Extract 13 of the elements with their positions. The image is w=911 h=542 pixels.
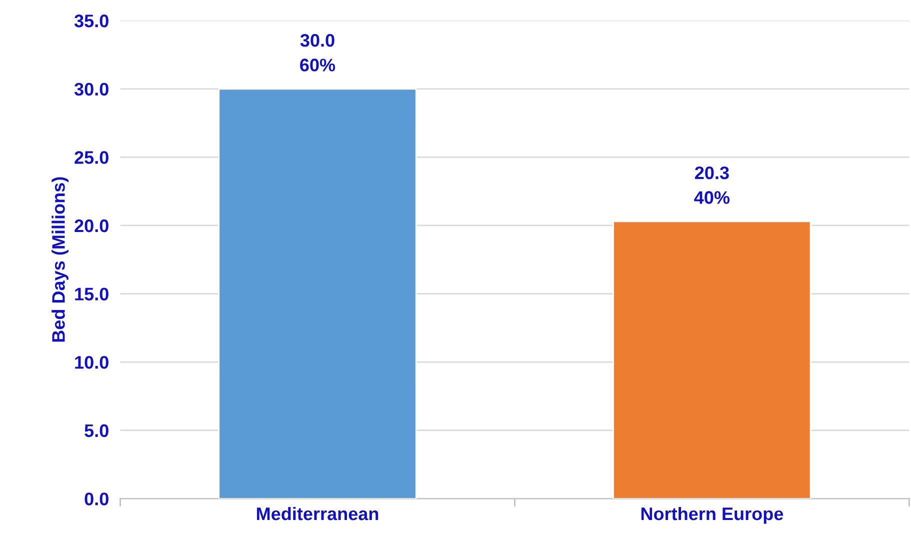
y-tick-label: 35.0 — [74, 14, 108, 28]
y-axis-title: Bed Days (Millions) — [52, 177, 68, 342]
y-tick-label: 30.0 — [74, 82, 108, 96]
y-tick-label: 20.0 — [74, 219, 108, 232]
y-tick-label: 15.0 — [75, 288, 108, 300]
data-label: 30.0 60% — [300, 34, 336, 72]
y-tick-label: 25.0 — [74, 151, 108, 164]
y-tick-label: 10.0 — [75, 356, 108, 369]
y-tick-label: 0.0 — [84, 492, 108, 506]
data-label: 20.3 40% — [694, 166, 730, 204]
x-tick-label: Mediterranean — [256, 506, 378, 520]
y-tick-label: 5.0 — [84, 424, 108, 438]
x-tick-label: Northern Europe — [641, 506, 784, 524]
